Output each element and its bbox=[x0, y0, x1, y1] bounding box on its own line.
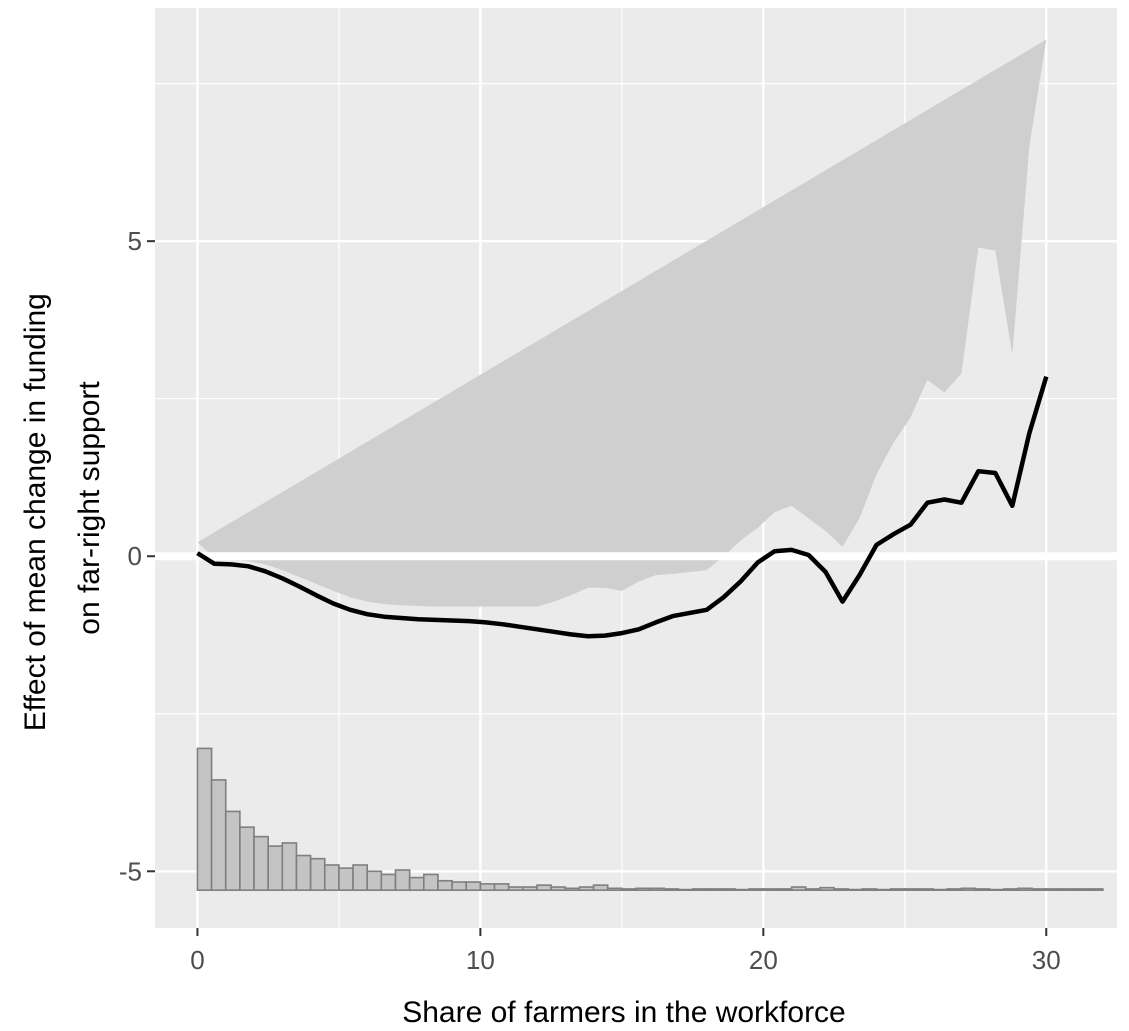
x-axis: 0 10 20 30 bbox=[190, 928, 1061, 975]
histogram-bar bbox=[847, 888, 864, 891]
histogram-bar bbox=[1031, 888, 1048, 891]
histogram-bar bbox=[267, 845, 284, 891]
histogram-bar bbox=[408, 876, 425, 891]
confidence-band bbox=[197, 39, 1047, 607]
histogram-bar bbox=[422, 873, 439, 891]
histogram-bar bbox=[224, 810, 241, 891]
histogram-bar bbox=[833, 888, 850, 891]
histogram-bar bbox=[465, 881, 482, 891]
histogram-bar bbox=[210, 779, 227, 891]
histogram-bar bbox=[493, 883, 510, 891]
y-tick-label: 5 bbox=[128, 226, 142, 256]
histogram-bar bbox=[776, 888, 793, 891]
histogram-bar bbox=[889, 888, 906, 891]
histogram-bar bbox=[1073, 888, 1090, 891]
histogram-bar bbox=[720, 888, 736, 891]
y-tick-label: 0 bbox=[128, 541, 142, 571]
histogram-bar bbox=[253, 835, 269, 891]
histogram-bar bbox=[762, 888, 779, 891]
x-tick-label: 20 bbox=[749, 945, 778, 975]
histogram-bar bbox=[196, 747, 213, 891]
histogram-bar bbox=[366, 870, 383, 891]
histogram-bar bbox=[705, 888, 722, 891]
histogram-bar bbox=[875, 888, 892, 891]
histogram-bar bbox=[1045, 888, 1062, 891]
histogram-bar bbox=[1087, 888, 1104, 891]
histogram-bar bbox=[1059, 888, 1076, 891]
histogram-bar bbox=[309, 857, 326, 891]
histogram-bar bbox=[804, 888, 821, 891]
histogram-bar bbox=[295, 854, 312, 891]
histogram-bar bbox=[960, 887, 977, 891]
histogram-bar bbox=[748, 888, 765, 891]
y-tick-label: -5 bbox=[119, 856, 142, 886]
histogram-bar bbox=[819, 886, 835, 891]
y-axis-title-line-2: on far-right support bbox=[73, 381, 106, 635]
histogram-bar bbox=[988, 888, 1005, 891]
y-axis: -5 0 5 bbox=[119, 226, 155, 886]
histogram-bar bbox=[281, 842, 298, 891]
x-axis-title: Share of farmers in the workforce bbox=[402, 996, 846, 1029]
y-axis-title-line-1: Effect of mean change in funding bbox=[19, 293, 52, 731]
histogram-bar bbox=[861, 888, 878, 891]
histogram-bars bbox=[196, 747, 1104, 891]
x-tick-label: 0 bbox=[190, 945, 204, 975]
estimate-line bbox=[196, 375, 1049, 639]
histogram-bar bbox=[578, 886, 595, 891]
histogram-bar bbox=[507, 886, 524, 891]
histogram-bar bbox=[606, 887, 623, 891]
histogram-bar bbox=[536, 884, 552, 891]
histogram-bar bbox=[239, 826, 255, 891]
histogram-bar bbox=[635, 887, 651, 891]
histogram-bar bbox=[903, 888, 920, 891]
histogram-bar bbox=[932, 888, 949, 891]
histogram-bar bbox=[394, 869, 411, 891]
histogram-bar bbox=[974, 888, 991, 891]
histogram-bar bbox=[790, 886, 807, 891]
histogram-bar bbox=[522, 886, 538, 891]
histogram-bar bbox=[592, 884, 609, 891]
histogram-bar bbox=[677, 888, 694, 891]
x-tick-label: 30 bbox=[1032, 945, 1061, 975]
histogram-bar bbox=[380, 873, 397, 891]
histogram-bar bbox=[550, 886, 567, 891]
histogram-bar bbox=[621, 888, 637, 891]
histogram-bar bbox=[734, 888, 750, 891]
x-tick-label: 10 bbox=[466, 945, 495, 975]
histogram-bar bbox=[1003, 888, 1019, 891]
histogram-bar bbox=[663, 888, 680, 891]
histogram-bar bbox=[649, 887, 666, 891]
histogram-bar bbox=[946, 888, 963, 891]
histogram-bar bbox=[918, 888, 934, 891]
histogram-bar bbox=[338, 867, 354, 891]
histogram-bar bbox=[564, 887, 581, 891]
histogram-bar bbox=[1017, 887, 1033, 891]
histogram-bar bbox=[479, 883, 496, 891]
histogram-bar bbox=[352, 864, 369, 891]
histogram-bar bbox=[451, 881, 468, 891]
histogram-bar bbox=[437, 879, 453, 891]
y-axis-title: Effect of mean change in funding on far-… bbox=[19, 285, 106, 731]
histogram-bar bbox=[691, 888, 708, 891]
histogram-bar bbox=[323, 864, 340, 891]
